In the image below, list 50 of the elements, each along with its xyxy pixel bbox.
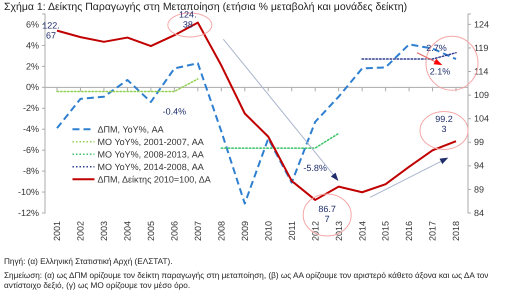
x-tick-label: 2016 <box>404 221 414 242</box>
x-tick-label: 2005 <box>146 221 156 242</box>
x-tick-label: 2007 <box>192 221 203 242</box>
y-tick-label: -2% <box>22 103 39 114</box>
x-tick-label: 2013 <box>334 221 344 242</box>
y-tick-label: -4% <box>22 124 39 134</box>
x-tick-label: 2015 <box>380 221 391 242</box>
x-tick-label: 2002 <box>76 221 86 242</box>
y-tick-label: -10% <box>18 186 39 197</box>
y-tick-label: -8% <box>22 166 39 176</box>
annotation: 2.1% <box>430 66 450 77</box>
legend-label: ΔΠΜ, Δείκτης 2010=100, ΔΑ <box>97 174 211 184</box>
y2-tick-label: 124 <box>474 19 490 30</box>
data-label: 86.77 <box>318 204 336 224</box>
legend-label: ΔΠΜ, YoY%, ΑΑ <box>97 124 164 134</box>
x-tick-label: 2004 <box>122 221 133 242</box>
y-tick-label: 2% <box>26 61 39 72</box>
y2-tick-label: 84 <box>474 208 484 218</box>
text: Πηγή: (α) Ελληνική Στατιστική Αρχή (ΕΛΣΤΑΤ). <box>4 257 173 266</box>
x-tick-label: 2009 <box>240 221 250 242</box>
y2-tick-label: 109 <box>474 90 490 100</box>
y2-tick-label: 94 <box>474 160 484 171</box>
x-tick-label: 2017 <box>428 221 438 242</box>
text: Σημείωση: (α) ως ΔΠΜ ορίζουμε τον δείκτη παραγωγής στη μεταποίηση, (β) ως ΑΑ ορίζουμε τον αριστερό κάθετο άξονα και ως ΔΑ τον αντίστοιχο δεξιό, (γ) ως ΜΟ ορίζουμε τον μέσο όρο. <box>4 271 488 290</box>
legend-label: ΜΟ YoY%, 2014-2008, ΑΑ <box>97 162 204 172</box>
legend-label: ΜΟ YoY%, 2008-2013, ΑΑ <box>97 149 204 160</box>
data-label: 2.7% <box>426 43 447 54</box>
x-tick-label: 2003 <box>99 221 110 242</box>
y-tick-label: 0% <box>26 82 39 92</box>
x-tick-label: 2012 <box>310 221 320 242</box>
data-label: 99.23 <box>435 114 453 134</box>
data-label: -5.8% <box>303 163 327 174</box>
x-tick-label: 2011 <box>286 221 297 240</box>
x-tick-label: 2014 <box>357 221 368 242</box>
x-tick-label: 2006 <box>170 221 180 242</box>
y2-tick-label: 99 <box>474 137 484 148</box>
y-tick-label: -6% <box>22 145 39 156</box>
x-tick-label: 2010 <box>263 221 274 242</box>
y-tick-label: 4% <box>26 40 39 50</box>
y2-tick-label: 104 <box>474 114 490 124</box>
data-label: 122.67 <box>42 20 60 41</box>
y-tick-label: -12% <box>18 208 39 218</box>
data-label: -0.4% <box>162 106 186 117</box>
x-tick-label: 2018 <box>451 221 462 242</box>
y-tick-label: 6% <box>26 19 39 30</box>
x-tick-label: 2008 <box>216 221 226 242</box>
legend-label: ΜΟ YoY%, 2001-2007, ΑΑ <box>97 136 204 147</box>
y2-tick-label: 119 <box>474 42 488 53</box>
y2-tick-label: 89 <box>474 184 484 194</box>
x-tick-label: 2001 <box>52 221 62 242</box>
